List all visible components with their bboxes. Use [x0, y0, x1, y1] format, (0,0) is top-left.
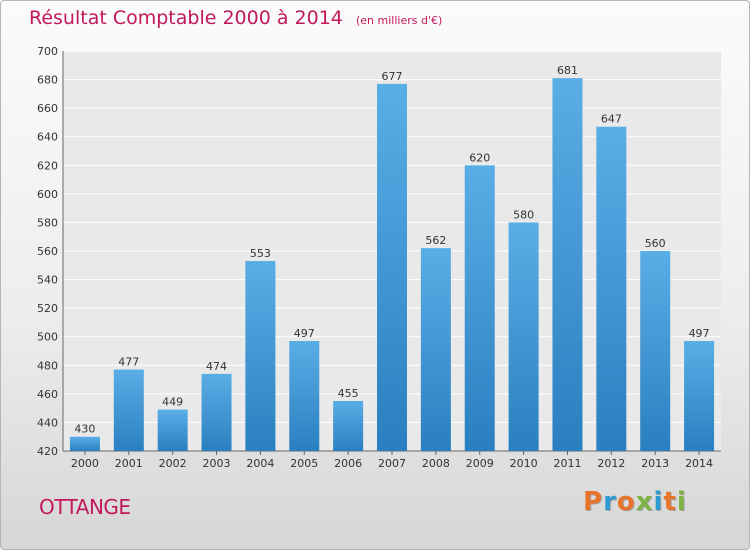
- bar: [508, 222, 539, 451]
- data-label: 430: [74, 423, 95, 436]
- bar: [113, 369, 144, 451]
- y-tick-label: 480: [37, 359, 58, 372]
- data-label: 449: [162, 396, 183, 409]
- x-tick-label: 2006: [334, 457, 362, 470]
- data-label: 477: [118, 356, 139, 369]
- x-tick-label: 2008: [422, 457, 450, 470]
- logo-letter: i: [676, 487, 687, 517]
- logo-letter: x: [635, 487, 654, 517]
- x-tick-label: 2000: [71, 457, 99, 470]
- bar-chart: 420 440 460 480 500 520 540 560 580 600 620 640 660 6…: [37, 45, 721, 470]
- data-label: 681: [557, 64, 578, 77]
- data-label: 497: [294, 327, 315, 340]
- y-tick-label: 440: [37, 416, 58, 429]
- y-tick-label: 560: [37, 245, 58, 258]
- x-tick-label: 2013: [641, 457, 669, 470]
- bar: [69, 436, 100, 451]
- x-tick-label: 2011: [553, 457, 581, 470]
- y-tick-label: 680: [37, 74, 58, 87]
- x-tick-label: 2005: [290, 457, 318, 470]
- chart-title: Résultat Comptable 2000 à 2014 (en milli…: [29, 7, 442, 29]
- bar: [420, 248, 451, 451]
- bar: [552, 78, 583, 452]
- bar: [289, 341, 320, 451]
- x-tick-label: 2012: [597, 457, 625, 470]
- y-tick-label: 700: [37, 45, 58, 58]
- logo-letter: P: [583, 487, 604, 517]
- commune-name: OTTANGE: [39, 495, 131, 519]
- data-label: 455: [338, 387, 359, 400]
- y-tick-label: 460: [37, 388, 58, 401]
- chart-title-main: Résultat Comptable 2000 à 2014: [29, 7, 343, 29]
- x-tick-label: 2010: [510, 457, 538, 470]
- proxiti-logo: Proxiti: [583, 487, 687, 517]
- x-tick-label: 2001: [115, 457, 143, 470]
- chart-title-unit: (en milliers d'€): [355, 14, 443, 27]
- data-label: 560: [645, 237, 666, 250]
- y-tick-label: 620: [37, 159, 58, 172]
- x-tick-label: 2009: [466, 457, 494, 470]
- bar: [377, 83, 407, 451]
- data-label: 620: [469, 151, 490, 164]
- bar: [245, 261, 276, 451]
- data-label: 553: [250, 247, 271, 260]
- data-label: 647: [601, 113, 622, 126]
- data-label: 497: [689, 327, 710, 340]
- y-tick-label: 520: [37, 302, 58, 315]
- x-tick-label: 2014: [685, 457, 713, 470]
- data-label: 474: [206, 360, 227, 373]
- logo-letter: i: [653, 487, 664, 517]
- data-label: 562: [425, 234, 446, 247]
- y-tick-label: 540: [37, 274, 58, 287]
- x-tick-label: 2002: [159, 457, 187, 470]
- x-tick-label: 2003: [203, 457, 231, 470]
- x-tick-label: 2004: [246, 457, 274, 470]
- y-tick-label: 500: [37, 331, 58, 344]
- bar: [596, 126, 627, 451]
- bar: [157, 409, 188, 451]
- logo-letter: r: [603, 487, 617, 517]
- data-label: 677: [382, 70, 403, 83]
- data-label: 580: [513, 208, 534, 221]
- y-tick-label: 640: [37, 131, 58, 144]
- bar: [464, 165, 495, 452]
- logo-letter: o: [616, 487, 636, 517]
- bar: [640, 251, 671, 451]
- y-tick-label: 660: [37, 102, 58, 115]
- y-tick-label: 420: [37, 445, 58, 458]
- x-tick-label: 2007: [378, 457, 406, 470]
- bar: [333, 401, 364, 451]
- y-tick-label: 580: [37, 216, 58, 229]
- bar: [684, 341, 715, 451]
- bar: [201, 373, 232, 451]
- logo-letter: t: [663, 487, 677, 517]
- y-tick-label: 600: [37, 188, 58, 201]
